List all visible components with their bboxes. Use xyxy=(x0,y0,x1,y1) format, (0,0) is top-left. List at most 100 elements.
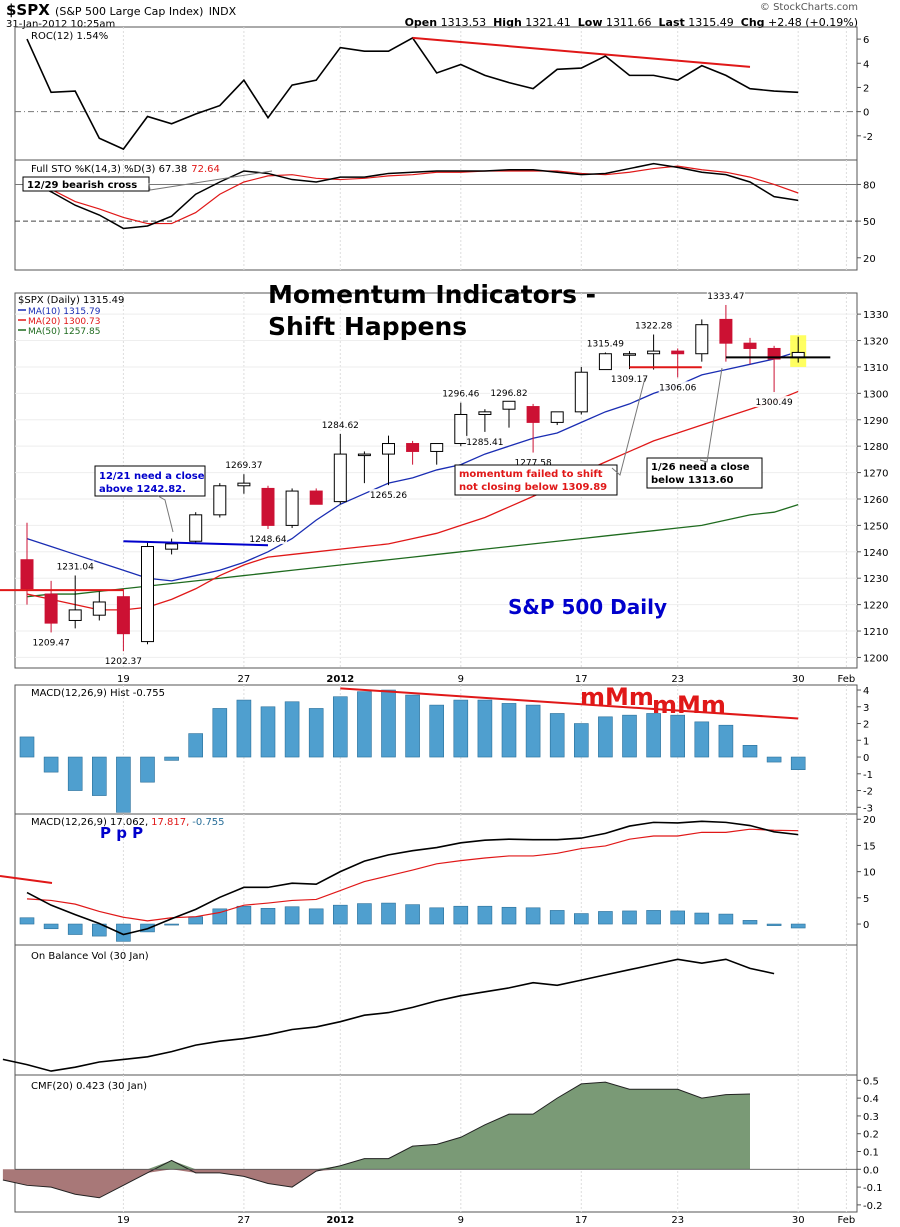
macd-hist-bar xyxy=(284,701,300,758)
candle-body xyxy=(550,411,564,423)
candle-body xyxy=(309,490,323,505)
y-tick-label: 0.0 xyxy=(863,1165,879,1176)
red-note-pointer xyxy=(611,377,646,476)
candle xyxy=(647,334,661,370)
x-axis-label: 30 xyxy=(792,1215,805,1226)
price-label: 1285.41 xyxy=(466,438,503,448)
macd-hist-trendline xyxy=(340,687,799,720)
x-axis-label: 17 xyxy=(575,674,588,685)
x-axis-label: 23 xyxy=(671,1215,684,1226)
candle-body xyxy=(767,347,781,360)
open-value: 1313.53 xyxy=(440,16,487,29)
macd-hist-bar xyxy=(477,699,493,758)
cmf-panel-frame xyxy=(14,1074,858,1213)
y-tick-label: 1280 xyxy=(863,442,888,453)
low-value: 1311.66 xyxy=(606,16,652,29)
macd-hist-bar xyxy=(236,905,252,925)
bearish-cross-label: 12/29 bearish cross xyxy=(27,180,137,191)
ma-legend: MA(50) 1257.85 xyxy=(28,327,100,337)
high-label: High xyxy=(493,16,522,29)
mmm-annotation-right: mMm xyxy=(652,691,726,719)
y-tick-label: 2 xyxy=(863,83,869,94)
y-tick-label: 1320 xyxy=(863,337,888,348)
price-label: 1306.06 xyxy=(659,383,696,393)
candle xyxy=(574,366,588,415)
macd-hist-bar xyxy=(718,724,734,758)
candle xyxy=(333,433,347,505)
x-axis-label: 17 xyxy=(575,1215,588,1226)
x-axis-label: 23 xyxy=(671,674,684,685)
y-tick-label: 0.1 xyxy=(863,1148,879,1159)
chg-label: Chg xyxy=(740,16,765,29)
candle-body xyxy=(357,453,371,457)
x-axis-label: 2012 xyxy=(326,1215,354,1226)
roc-line xyxy=(26,36,799,151)
y-tick-label: 1200 xyxy=(863,653,888,664)
price-label: 1269.37 xyxy=(225,461,262,471)
price-label: 1202.37 xyxy=(105,657,142,667)
datetime: 31-Jan-2012 10:25am xyxy=(6,19,116,30)
price-label-bg xyxy=(634,319,673,331)
macd-hist-bar xyxy=(670,714,686,758)
y-tick-label: 1290 xyxy=(863,416,888,427)
macd-hist-bar xyxy=(381,902,396,925)
chart-subtitle: S&P 500 Daily xyxy=(508,595,667,619)
cmf-positive-area xyxy=(2,1082,750,1170)
y-tick-label: 1270 xyxy=(863,469,888,480)
macd-hist-bar xyxy=(790,756,806,770)
macd-hist-bar xyxy=(742,745,758,758)
copyright: © StockCharts.com xyxy=(759,2,858,13)
candle-body xyxy=(382,443,395,455)
macd-hist-bar xyxy=(598,716,613,758)
y-tick-label: 1240 xyxy=(863,548,888,559)
price-label-bg xyxy=(586,337,625,349)
candle-body xyxy=(502,400,516,410)
red-note-line1: momentum failed to shift xyxy=(459,469,603,480)
y-tick-label: 1300 xyxy=(863,389,888,400)
price-label: 1296.46 xyxy=(442,390,479,400)
candle xyxy=(671,348,685,378)
y-tick-label: 2 xyxy=(863,720,869,731)
candle xyxy=(743,337,757,365)
ppp-annotation: P p P xyxy=(100,824,143,842)
macd-hist-legend: MACD(12,26,9) Hist -0.755 xyxy=(31,688,165,699)
candle xyxy=(213,483,227,518)
candle xyxy=(767,345,781,393)
price-label: 1265.26 xyxy=(370,491,407,501)
last-label: Last xyxy=(658,16,685,29)
y-tick-label: 0 xyxy=(863,753,869,764)
price-label-bg xyxy=(224,459,263,471)
macd-hist-legend-value: -0.755 xyxy=(192,817,224,828)
candle-body xyxy=(454,413,468,445)
macd-hist-bar xyxy=(646,910,661,925)
exchange: INDX xyxy=(208,5,237,18)
price-panel-frame xyxy=(14,292,858,669)
y-tick-label: -1 xyxy=(863,770,873,781)
macd-hist-bar xyxy=(67,923,83,935)
candle xyxy=(502,400,516,428)
macd-hist-bar xyxy=(19,736,35,758)
macd-hist-bar xyxy=(116,756,131,813)
y-tick-label: 80 xyxy=(863,180,876,191)
ma-legend: MA(10) 1315.79 xyxy=(28,307,101,317)
stochastic-panel: Full STO %K(14,3) %D(3) 67.38 72.64 12/29 … xyxy=(14,159,876,271)
blue-note-pointer xyxy=(157,495,174,533)
candle-body xyxy=(526,406,540,423)
price-label: 1284.62 xyxy=(322,421,359,431)
price-label-bg xyxy=(321,418,360,430)
macd-hist-bar xyxy=(429,704,445,758)
y-tick-label: 0.5 xyxy=(863,1076,879,1087)
price-label-bg xyxy=(514,456,553,468)
candle xyxy=(695,319,709,362)
y-tick-label: 1210 xyxy=(863,627,888,638)
price-label-bg xyxy=(441,387,480,399)
candle xyxy=(478,409,492,432)
price-label: 1277.58 xyxy=(514,459,551,469)
macd-hist-bar xyxy=(140,756,155,783)
price-label-bg xyxy=(658,381,697,393)
macd-hist-bar xyxy=(549,713,565,758)
percent-d-line xyxy=(26,165,799,225)
price-label-bg xyxy=(755,396,794,408)
y-tick-label: 5 xyxy=(863,894,869,905)
